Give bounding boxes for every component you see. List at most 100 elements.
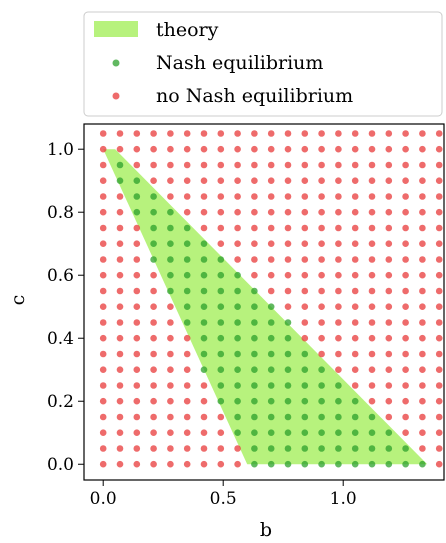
no-nash-equilibrium-point <box>251 271 258 279</box>
nash-equilibrium-point <box>267 334 275 342</box>
no-nash-equilibrium-point <box>385 130 393 137</box>
no-nash-equilibrium-point <box>167 460 174 468</box>
no-nash-equilibrium-point <box>368 256 376 263</box>
no-nash-equilibrium-point <box>435 208 443 216</box>
y-tick-label: 1.0 <box>47 140 74 160</box>
no-nash-equilibrium-point <box>351 177 359 184</box>
nash-equilibrium-point <box>351 445 359 452</box>
nash-equilibrium-point <box>183 271 191 279</box>
no-nash-equilibrium-point <box>200 177 208 184</box>
no-nash-equilibrium-point <box>217 177 225 184</box>
nash-equilibrium-point <box>301 460 309 468</box>
no-nash-equilibrium-point <box>99 397 107 405</box>
no-nash-equilibrium-point <box>435 177 443 184</box>
no-nash-equilibrium-point <box>435 161 443 169</box>
nash-equilibrium-point <box>217 287 225 295</box>
no-nash-equilibrium-point <box>183 193 191 200</box>
no-nash-equilibrium-point <box>99 130 107 137</box>
no-nash-equilibrium-point <box>351 366 359 374</box>
no-nash-equilibrium-point <box>385 287 393 295</box>
no-nash-equilibrium-point <box>133 145 141 153</box>
no-nash-equilibrium-point <box>167 413 174 421</box>
no-nash-equilibrium-point <box>99 350 107 358</box>
nash-equilibrium-point <box>251 287 258 295</box>
no-nash-equilibrium-point <box>234 145 241 153</box>
no-nash-equilibrium-point <box>318 319 325 326</box>
no-nash-equilibrium-point <box>183 397 191 405</box>
no-nash-equilibrium-point <box>217 161 225 169</box>
no-nash-equilibrium-point <box>234 208 241 216</box>
no-nash-equilibrium-point <box>116 303 124 311</box>
no-nash-equilibrium-point <box>99 445 107 452</box>
nash-equilibrium-point <box>284 445 292 452</box>
no-nash-equilibrium-point <box>234 130 241 137</box>
no-nash-equilibrium-point <box>183 460 191 468</box>
legend-label-no-nash: no Nash equilibrium <box>156 85 353 107</box>
nash-equilibrium-point <box>200 334 208 342</box>
no-nash-equilibrium-point <box>435 319 443 326</box>
y-tick-label: 0.2 <box>47 392 74 412</box>
nash-equilibrium-point <box>267 397 275 405</box>
nash-equilibrium-point <box>217 303 225 311</box>
no-nash-equilibrium-point <box>368 271 376 279</box>
no-nash-equilibrium-point <box>217 130 225 137</box>
nash-equilibrium-point <box>351 397 359 405</box>
nash-equilibrium-point <box>251 460 258 468</box>
no-nash-equilibrium-point <box>368 319 376 326</box>
nash-equilibrium-point <box>335 460 342 468</box>
no-nash-equilibrium-point <box>335 334 342 342</box>
nash-equilibrium-point <box>284 460 292 468</box>
nash-equilibrium-point <box>217 256 225 263</box>
no-nash-equilibrium-point <box>183 413 191 421</box>
nash-equilibrium-point <box>183 224 191 232</box>
no-nash-equilibrium-point <box>200 397 208 405</box>
no-nash-equilibrium-point <box>335 240 342 247</box>
no-nash-equilibrium-point <box>150 350 157 358</box>
nash-equilibrium-point <box>167 271 174 279</box>
no-nash-equilibrium-point <box>435 271 443 279</box>
no-nash-equilibrium-point <box>116 240 124 247</box>
no-nash-equilibrium-point <box>435 350 443 358</box>
nash-equilibrium-point <box>301 445 309 452</box>
no-nash-equilibrium-point <box>116 413 124 421</box>
no-nash-equilibrium-point <box>99 413 107 421</box>
no-nash-equilibrium-point <box>167 445 174 452</box>
no-nash-equilibrium-point <box>351 382 359 389</box>
no-nash-equilibrium-point <box>318 177 325 184</box>
no-nash-equilibrium-point <box>133 319 141 326</box>
nash-equilibrium-point <box>150 256 157 263</box>
no-nash-equilibrium-point <box>116 366 124 374</box>
no-nash-equilibrium-point <box>335 366 342 374</box>
no-nash-equilibrium-point <box>402 145 409 153</box>
no-nash-equilibrium-point <box>402 397 409 405</box>
no-nash-equilibrium-point <box>99 303 107 311</box>
no-nash-equilibrium-point <box>200 413 208 421</box>
no-nash-equilibrium-point <box>133 350 141 358</box>
legend-marker-nash <box>112 59 120 67</box>
nash-equilibrium-point <box>200 287 208 295</box>
no-nash-equilibrium-point <box>301 256 309 263</box>
no-nash-equilibrium-point <box>234 161 241 169</box>
nash-equilibrium-point <box>284 334 292 342</box>
nash-equilibrium-point <box>301 382 309 389</box>
no-nash-equilibrium-point <box>217 413 225 421</box>
nash-equilibrium-point <box>419 460 426 468</box>
nash-equilibrium-point <box>133 193 141 200</box>
no-nash-equilibrium-point <box>419 445 426 452</box>
no-nash-equilibrium-point <box>402 240 409 247</box>
no-nash-equilibrium-point <box>217 240 225 247</box>
nash-equilibrium-point <box>267 445 275 452</box>
nash-equilibrium-point <box>167 287 174 295</box>
no-nash-equilibrium-point <box>385 224 393 232</box>
nash-equilibrium-point <box>301 350 309 358</box>
y-tick-label: 0.6 <box>47 266 74 286</box>
no-nash-equilibrium-point <box>183 334 191 342</box>
no-nash-equilibrium-point <box>99 382 107 389</box>
no-nash-equilibrium-point <box>99 240 107 247</box>
no-nash-equilibrium-point <box>200 445 208 452</box>
no-nash-equilibrium-point <box>200 382 208 389</box>
nash-equilibrium-point <box>217 271 225 279</box>
no-nash-equilibrium-point <box>251 224 258 232</box>
no-nash-equilibrium-point <box>116 256 124 263</box>
no-nash-equilibrium-point <box>301 334 309 342</box>
